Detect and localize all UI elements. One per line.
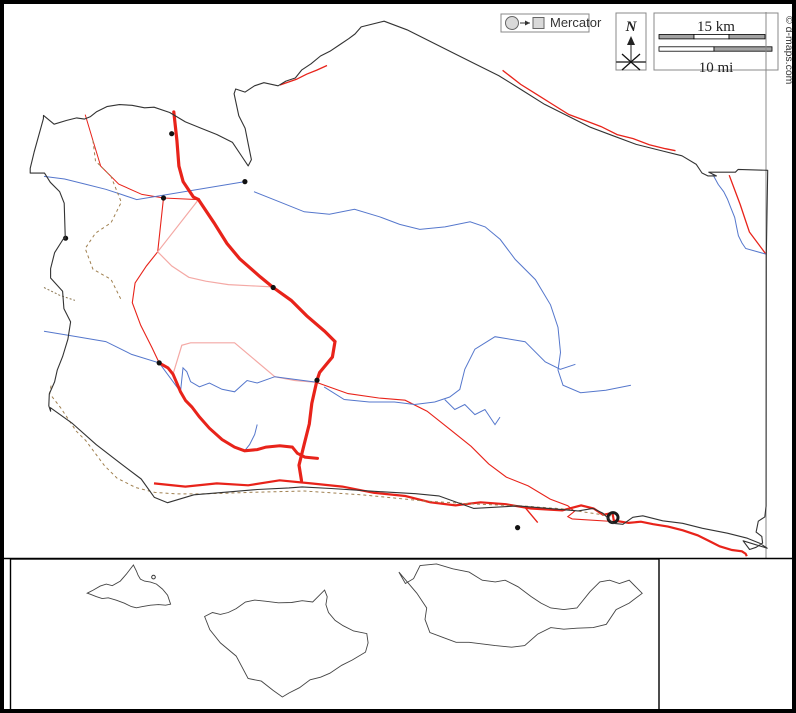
svg-text:Mercator: Mercator	[550, 15, 602, 30]
svg-text:© d-maps.com: © d-maps.com	[783, 16, 795, 85]
svg-text:10 mi: 10 mi	[699, 60, 734, 76]
svg-text:15 km: 15 km	[697, 19, 735, 35]
svg-text:N: N	[625, 19, 638, 35]
